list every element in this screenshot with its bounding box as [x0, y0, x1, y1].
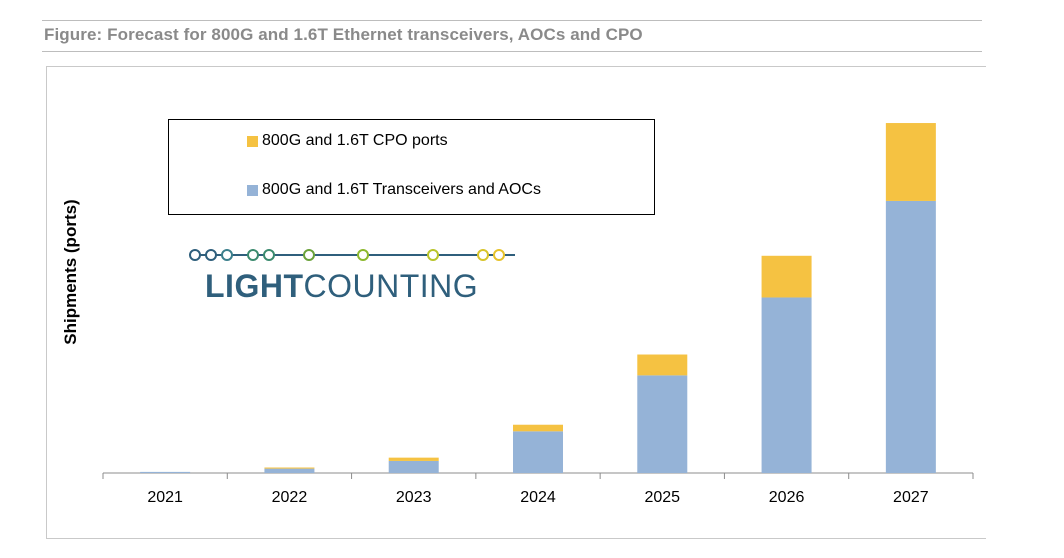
legend-label-cpo: 800G and 1.6T CPO ports [262, 132, 448, 149]
x-tick-label-2023: 2023 [396, 489, 432, 506]
x-tick-label-2027: 2027 [893, 489, 929, 506]
bar-cpo-2023 [388, 457, 439, 461]
legend-label-transceivers: 800G and 1.6T Transceivers and AOCs [262, 181, 541, 198]
bar-cpo-2025 [637, 354, 688, 376]
chart-legend: 800G and 1.6T CPO ports 800G and 1.6T Tr… [168, 119, 655, 215]
bar-transceivers-2022 [264, 468, 315, 473]
bar-transceivers-2026 [761, 297, 812, 473]
y-axis-label: Shipments (ports) [61, 199, 80, 345]
bar-transceivers-2023 [388, 460, 439, 473]
bar-transceivers-2021 [140, 471, 191, 473]
legend-swatch-cpo [247, 135, 258, 147]
legend-swatch-transceivers [247, 184, 258, 196]
bar-transceivers-2024 [513, 431, 563, 473]
bar-cpo-2027 [885, 123, 936, 201]
title-rule-bottom [42, 51, 982, 52]
x-tick-label-2024: 2024 [520, 489, 556, 506]
title-rule-top [42, 20, 982, 21]
bar-transceivers-2025 [637, 375, 688, 473]
lightcounting-logo: LIGHTCOUNTING [185, 240, 525, 310]
x-tick-label-2026: 2026 [769, 489, 805, 506]
bar-cpo-2022 [264, 467, 315, 469]
bar-cpo-2024 [513, 424, 563, 432]
figure-title: Figure: Forecast for 800G and 1.6T Ether… [44, 25, 643, 44]
bar-cpo-2026 [761, 255, 812, 298]
chart-frame [46, 66, 986, 539]
logo-wordmark: LIGHTCOUNTING [205, 268, 479, 304]
bar-transceivers-2027 [885, 200, 936, 473]
x-tick-label-2022: 2022 [272, 489, 308, 506]
x-tick-label-2021: 2021 [147, 489, 183, 506]
legend-item-transceivers: 800G and 1.6T Transceivers and AOCs [247, 181, 541, 199]
legend-item-cpo: 800G and 1.6T CPO ports [247, 132, 448, 150]
x-tick-label-2025: 2025 [644, 489, 680, 506]
logo-beads-graphic [189, 249, 515, 261]
